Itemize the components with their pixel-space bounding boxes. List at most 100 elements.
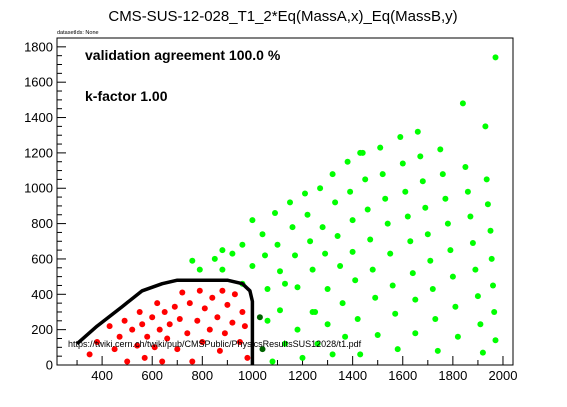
y-tick-label: 200 [31,322,53,337]
allowed-point [462,164,469,170]
allowed-point [379,171,386,178]
allowed-point [329,171,336,178]
allowed-point [377,144,384,151]
allowed-point [219,247,226,254]
excluded-point [149,314,156,321]
allowed-point [264,317,271,324]
x-tick-label: 400 [91,368,113,383]
allowed-point [488,255,495,262]
x-tick-label: 1400 [338,368,367,383]
excluded-point [111,346,118,353]
allowed-point [277,307,283,314]
y-tick-label: 1800 [24,39,53,54]
allowed-point [309,266,316,273]
excluded-point [239,309,246,315]
allowed-point [347,188,354,195]
excluded-point [156,326,163,333]
dataset-note: datasetIds: None [57,30,99,36]
excluded-point [224,301,231,308]
allowed-point [434,347,441,354]
excluded-point [206,326,213,333]
allowed-point [422,204,429,211]
allowed-point [189,257,196,264]
exclusion-contour [75,278,255,365]
allowed-point [412,330,419,337]
axis-ticks: 400 600 800 1000 1200 1400 1600 1800 2000 0 200 400… [24,39,517,383]
excluded-point [136,309,143,315]
excluded-point [236,339,243,345]
allowed-point [302,190,308,197]
allowed-point [324,286,331,292]
excluded-point [221,330,228,337]
allowed-point [219,266,226,273]
allowed-point [287,199,293,206]
allowed-point [392,310,399,317]
allowed-point [491,309,498,315]
allowed-point [249,217,256,224]
allowed-point [414,128,421,135]
excluded-point [209,294,216,301]
allowed-point [437,146,444,153]
excluded-point [241,323,248,330]
allowed-point [467,213,474,220]
allowed-point [402,188,409,195]
kfactor-annotation: k-factor 1.00 [85,88,168,104]
chart-title: CMS-SUS-12-028_T1_2*Eq(MassA,x)_Eq(MassB… [108,8,457,25]
allowed-point [299,354,306,361]
excluded-point [171,303,178,310]
excluded-point [186,300,193,307]
y-tick-label: 600 [31,251,53,266]
excluded-point [124,358,131,365]
excluded-point [194,317,201,324]
excluded-point [174,346,181,353]
y-tick-label: 1600 [24,75,53,90]
excluded-point [201,305,208,312]
allowed-point [282,340,288,347]
allowed-point [399,160,406,167]
excluded-point [94,339,101,345]
allowed-point [349,217,356,224]
allowed-point [342,333,349,340]
allowed-point [249,263,256,269]
x-tick-label: 1200 [288,368,317,383]
allowed-point [409,270,416,277]
allowed-point [349,248,356,255]
excluded-point [196,287,203,294]
excluded-point [244,354,251,361]
excluded-point [199,339,206,345]
excluded-point [231,291,238,298]
allowed-point [332,199,339,206]
allowed-point [272,210,278,216]
excluded-point [184,330,191,337]
x-tick-label: 2000 [489,368,518,383]
allowed-point [397,134,404,140]
excluded-point [179,289,186,296]
allowed-point [482,123,489,130]
excluded-point [216,347,223,354]
allowed-point [419,178,426,185]
excluded-point [219,287,226,294]
allowed-point [324,321,331,328]
allowed-point [412,296,419,303]
y-tick-label: 1400 [24,110,53,125]
excluded-point [166,321,173,328]
allowed-point [312,309,319,315]
allowed-point [479,349,486,356]
allowed-point [304,211,311,218]
allowed-point [289,224,296,231]
excluded-point [161,309,168,315]
allowed-point [374,332,381,338]
allowed-point [432,316,439,322]
allowed-point [472,266,479,273]
allowed-point [354,316,361,322]
excluded-point [116,333,123,340]
allowed-point [269,358,276,365]
excluded-point [151,344,158,351]
allowed-point [474,293,481,300]
excluded-point [134,342,141,349]
allowed-point [196,266,203,273]
allowed-point [259,231,266,238]
allowed-point [229,250,236,257]
allowed-point [319,224,326,231]
allowed-point [444,220,451,227]
